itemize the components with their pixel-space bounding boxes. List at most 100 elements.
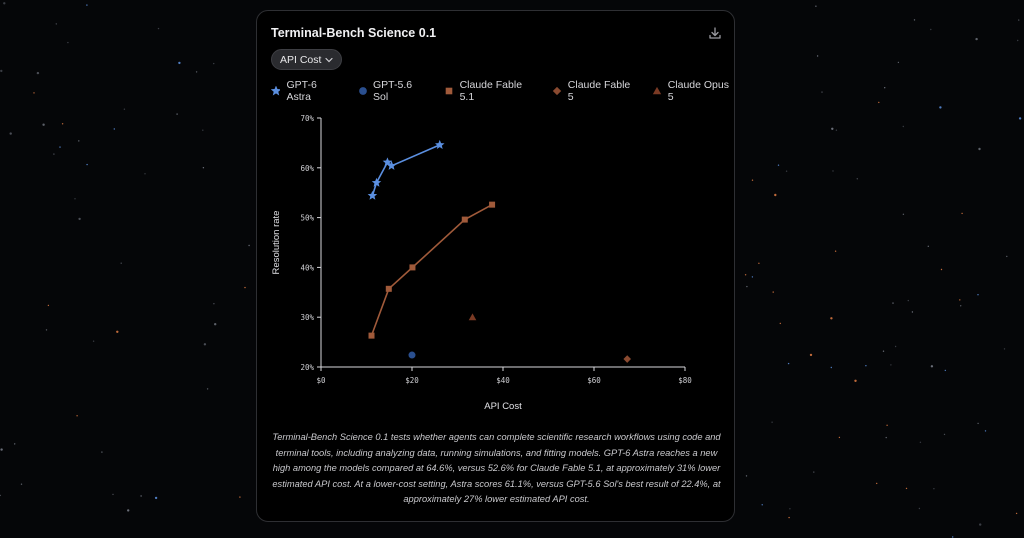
background-star: [76, 415, 78, 417]
background-star: [213, 62, 215, 65]
background-star: [42, 123, 45, 126]
y-tick-label: 40%: [300, 263, 314, 272]
background-star: [779, 322, 781, 325]
background-star: [831, 127, 834, 130]
background-star: [92, 340, 95, 342]
legend-item-claude-fable-5-1[interactable]: Claude Fable 5.1: [444, 79, 535, 103]
background-star: [927, 245, 929, 247]
background-star: [61, 123, 64, 125]
background-star: [815, 5, 817, 7]
background-star: [14, 443, 16, 445]
background-star: [785, 170, 788, 172]
chart-title: Terminal-Bench Science 0.1: [271, 26, 437, 40]
data-point-claude-fable-5-1: [368, 332, 375, 339]
legend-item-gpt-6-astra[interactable]: GPT-6 Astra: [271, 79, 341, 103]
legend-marker-shape: [553, 86, 562, 96]
background-star: [787, 362, 790, 365]
chart-caption: Terminal-Bench Science 0.1 tests whether…: [272, 432, 721, 505]
background-star: [203, 343, 207, 346]
legend-item-gpt-5-6-sol[interactable]: GPT-5.6 Sol: [358, 79, 428, 103]
legend-item-claude-opus-5[interactable]: Claude Opus 5: [652, 79, 734, 103]
background-star: [120, 262, 122, 264]
background-star: [116, 330, 119, 333]
legend-label: Claude Opus 5: [667, 79, 729, 103]
background-star: [834, 250, 837, 252]
data-point-gpt-6-astra: [367, 190, 378, 200]
background-star: [1017, 39, 1019, 42]
background-star: [36, 71, 40, 75]
legend-marker-shape: [271, 86, 281, 96]
background-star: [789, 508, 791, 510]
legend-label: GPT-6 Astra: [286, 79, 317, 103]
background-star: [821, 91, 823, 93]
background-star: [45, 329, 48, 331]
background-star: [884, 87, 886, 89]
background-star: [78, 217, 81, 221]
background-star: [772, 291, 774, 293]
background-star: [206, 388, 209, 390]
background-star: [0, 69, 3, 73]
background-star: [202, 167, 205, 169]
chevron-down-icon: [325, 57, 334, 62]
background-star: [865, 365, 867, 367]
background-star: [885, 436, 887, 439]
background-star: [3, 2, 6, 5]
background-star: [144, 173, 146, 175]
chart-legend: GPT-6 Astra GPT-5.6 Sol Claude Fable 5.1…: [271, 79, 734, 103]
background-star: [78, 140, 80, 142]
y-axis-label: Resolution rate: [271, 211, 282, 275]
background-star: [154, 496, 158, 500]
background-star: [940, 268, 943, 271]
metric-dropdown-label: API Cost: [280, 53, 322, 66]
background-star: [178, 61, 181, 65]
background-star: [127, 509, 130, 512]
background-star: [930, 28, 932, 31]
background-star: [830, 366, 832, 369]
background-star: [195, 71, 198, 73]
data-point-claude-fable-5-1: [461, 216, 468, 223]
background-star: [959, 299, 961, 301]
data-point-gpt-5-6-sol: [408, 351, 416, 359]
background-star: [123, 108, 126, 110]
chart-card: Terminal-Bench Science 0.1 API Cost GPT-…: [256, 10, 735, 522]
scatter-plot: 20% 30% 40% 50% 60% 70% $0 $20 $40 $60 $80 API Cost…: [271, 114, 692, 412]
background-star: [9, 132, 12, 135]
background-star: [74, 198, 76, 200]
background-star: [892, 302, 894, 304]
background-star: [788, 516, 790, 519]
background-star: [33, 92, 35, 94]
data-point-gpt-6-astra: [382, 157, 393, 167]
legend-label: Claude Fable 5: [567, 79, 631, 103]
background-star: [771, 421, 773, 423]
background-star: [20, 483, 23, 485]
legend-marker-shape: [653, 86, 662, 95]
metric-dropdown[interactable]: API Cost: [271, 49, 343, 70]
background-star: [751, 276, 754, 278]
background-star: [930, 365, 934, 368]
background-star: [101, 451, 103, 453]
background-star: [919, 441, 922, 443]
legend-marker-circle-icon: [358, 87, 367, 95]
legend-label: GPT-5.6 Sol: [373, 79, 413, 103]
background-star: [813, 471, 815, 473]
x-tick-label: $40: [496, 376, 510, 385]
background-star: [816, 55, 819, 57]
legend-item-claude-fable-5[interactable]: Claude Fable 5: [552, 79, 635, 103]
background-star: [890, 364, 892, 366]
legend-label: Claude Fable 5.1: [459, 79, 523, 103]
background-star: [978, 147, 981, 151]
background-star: [911, 311, 914, 313]
background-star: [943, 433, 946, 436]
x-tick-label: $20: [405, 376, 419, 385]
background-star: [214, 323, 217, 326]
background-star: [854, 379, 857, 382]
legend-marker-shape: [445, 87, 453, 95]
download-icon[interactable]: [708, 26, 722, 40]
background-star: [961, 212, 963, 215]
background-star: [832, 170, 834, 172]
background-star: [1015, 512, 1018, 515]
background-star: [746, 285, 748, 288]
background-star: [244, 286, 246, 289]
background-star: [979, 523, 982, 526]
